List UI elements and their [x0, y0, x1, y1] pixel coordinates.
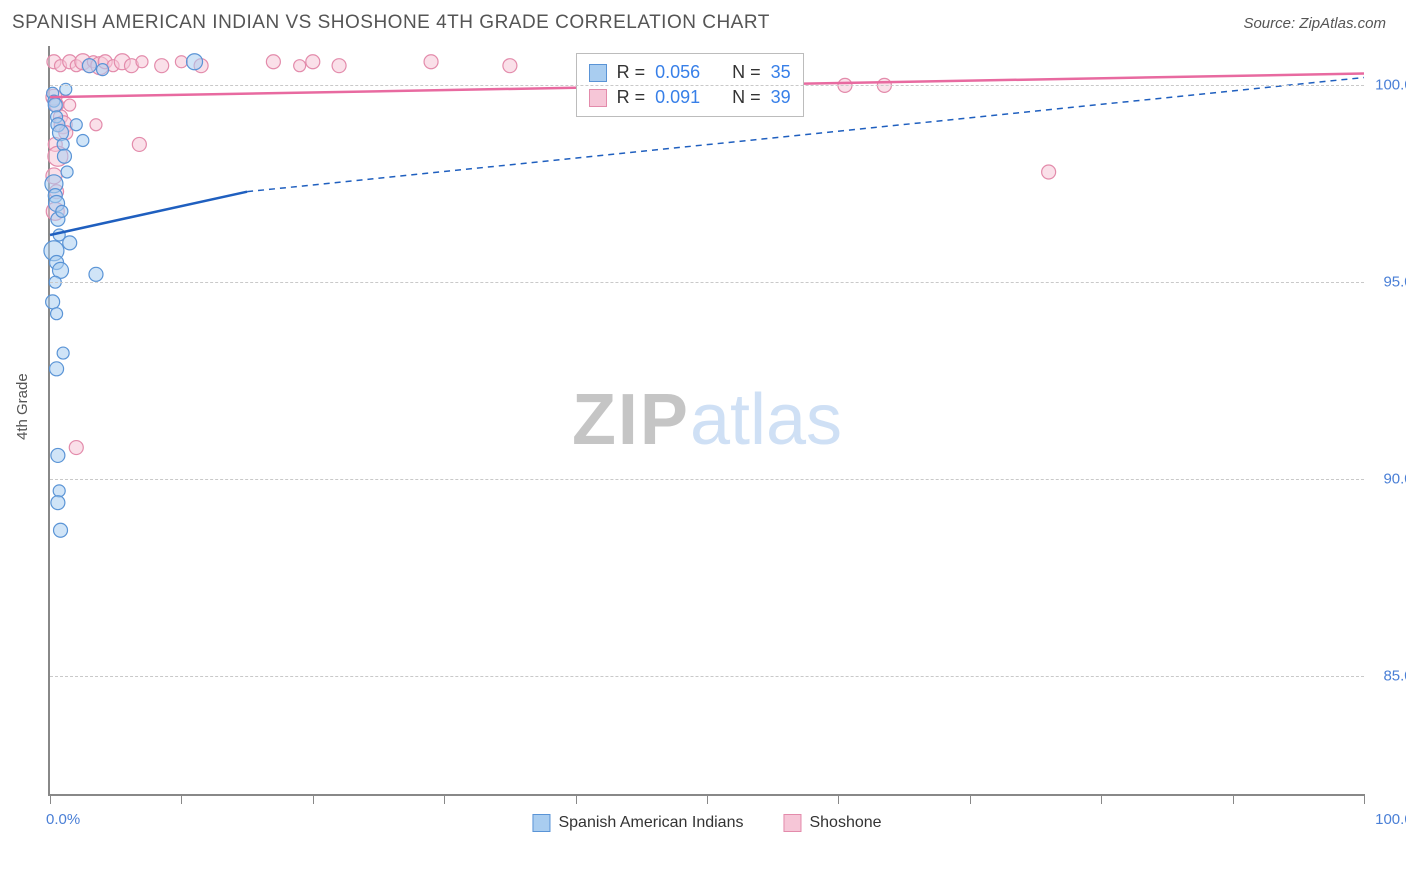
- data-point: [89, 267, 103, 281]
- data-point: [57, 149, 71, 163]
- x-tick: [444, 794, 445, 804]
- data-point: [187, 54, 203, 70]
- data-point: [63, 236, 77, 250]
- data-point: [51, 496, 65, 510]
- stats-swatch: [589, 64, 607, 82]
- stats-r-value: 0.056: [655, 62, 700, 83]
- data-point: [97, 64, 109, 76]
- legend-swatch: [532, 814, 550, 832]
- data-point: [136, 56, 148, 68]
- chart-title: SPANISH AMERICAN INDIAN VS SHOSHONE 4TH …: [12, 12, 770, 34]
- x-tick: [1364, 794, 1365, 804]
- x-tick: [707, 794, 708, 804]
- x-tick: [181, 794, 182, 804]
- data-point: [50, 362, 64, 376]
- data-point: [54, 523, 68, 537]
- x-axis-min-label: 0.0%: [46, 811, 80, 828]
- trend-line: [50, 192, 247, 235]
- stats-swatch: [589, 89, 607, 107]
- y-tick-label: 85.0%: [1383, 667, 1406, 684]
- data-point: [82, 59, 96, 73]
- trend-line: [247, 77, 1364, 191]
- y-tick-label: 100.0%: [1375, 77, 1406, 94]
- data-point: [51, 448, 65, 462]
- x-tick: [50, 794, 51, 804]
- data-point: [175, 56, 187, 68]
- gridline: [50, 282, 1364, 283]
- data-point: [155, 59, 169, 73]
- stats-n-value: 39: [771, 87, 791, 108]
- data-point: [46, 295, 60, 309]
- data-point: [266, 55, 280, 69]
- legend-swatch: [783, 814, 801, 832]
- chart-header: SPANISH AMERICAN INDIAN VS SHOSHONE 4TH …: [0, 0, 1406, 42]
- data-point: [56, 205, 68, 217]
- chart-source: Source: ZipAtlas.com: [1243, 15, 1386, 32]
- y-tick-label: 95.0%: [1383, 274, 1406, 291]
- data-point: [61, 166, 73, 178]
- data-point: [424, 55, 438, 69]
- legend-label: Spanish American Indians: [558, 814, 743, 832]
- data-point: [57, 138, 69, 150]
- data-point: [1042, 165, 1056, 179]
- stats-n-label: N =: [732, 87, 761, 108]
- data-point: [70, 119, 82, 131]
- stats-n-value: 35: [771, 62, 791, 83]
- legend-label: Shoshone: [809, 814, 881, 832]
- stats-r-value: 0.091: [655, 87, 700, 108]
- data-point: [69, 441, 83, 455]
- data-point: [57, 347, 69, 359]
- x-tick: [1233, 794, 1234, 804]
- data-point: [503, 59, 517, 73]
- scatter-svg: [50, 46, 1364, 794]
- data-point: [77, 134, 89, 146]
- data-point: [48, 98, 62, 112]
- data-point: [332, 59, 346, 73]
- data-point: [90, 119, 102, 131]
- legend-item: Shoshone: [783, 814, 881, 832]
- data-point: [53, 125, 69, 141]
- data-point: [53, 485, 65, 497]
- stats-row: R = 0.091 N = 39: [589, 85, 791, 110]
- legend-item: Spanish American Indians: [532, 814, 743, 832]
- x-tick: [1101, 794, 1102, 804]
- y-axis-label: 4th Grade: [14, 373, 31, 440]
- x-tick: [313, 794, 314, 804]
- chart-plot-area: ZIPatlas 0.0% 100.0% R =0.056N =35R =0.0…: [48, 46, 1364, 796]
- stats-r-label: R =: [617, 87, 646, 108]
- x-tick: [576, 794, 577, 804]
- data-point: [306, 55, 320, 69]
- y-tick-label: 90.0%: [1383, 471, 1406, 488]
- gridline: [50, 85, 1364, 86]
- x-tick: [838, 794, 839, 804]
- gridline: [50, 479, 1364, 480]
- data-point: [64, 99, 76, 111]
- stats-r-label: R =: [617, 62, 646, 83]
- x-axis-max-label: 100.0%: [1375, 811, 1406, 828]
- stats-n-label: N =: [732, 62, 761, 83]
- data-point: [132, 137, 146, 151]
- data-point: [51, 308, 63, 320]
- stats-row: R = 0.056 N = 35: [589, 60, 791, 85]
- legend: Spanish American Indians Shoshone: [532, 814, 881, 832]
- data-point: [294, 60, 306, 72]
- gridline: [50, 676, 1364, 677]
- x-tick: [970, 794, 971, 804]
